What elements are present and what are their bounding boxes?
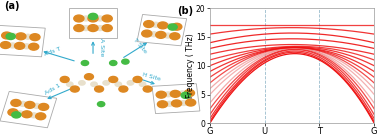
Circle shape <box>81 61 88 65</box>
Circle shape <box>127 81 134 85</box>
Circle shape <box>144 21 154 28</box>
Circle shape <box>60 76 69 82</box>
Circle shape <box>67 82 73 86</box>
Circle shape <box>9 43 16 48</box>
Circle shape <box>36 113 46 120</box>
Circle shape <box>103 81 109 85</box>
Circle shape <box>96 16 104 21</box>
Circle shape <box>88 13 98 19</box>
Y-axis label: Frequency ( THz): Frequency ( THz) <box>186 33 195 98</box>
Circle shape <box>33 103 40 108</box>
Circle shape <box>10 33 17 38</box>
Circle shape <box>102 15 112 22</box>
Circle shape <box>157 101 167 108</box>
Circle shape <box>139 82 146 86</box>
Circle shape <box>158 22 168 29</box>
Circle shape <box>142 30 152 37</box>
Circle shape <box>74 25 84 32</box>
Circle shape <box>85 74 93 80</box>
Circle shape <box>180 101 187 105</box>
Circle shape <box>96 26 104 31</box>
Circle shape <box>152 22 160 27</box>
Circle shape <box>102 25 112 32</box>
Circle shape <box>119 86 128 92</box>
Circle shape <box>0 42 11 48</box>
Circle shape <box>22 111 32 118</box>
Circle shape <box>150 32 157 37</box>
Circle shape <box>25 102 35 108</box>
Circle shape <box>82 16 90 21</box>
Circle shape <box>166 101 173 106</box>
Circle shape <box>39 103 49 110</box>
Circle shape <box>79 81 85 85</box>
Circle shape <box>184 90 195 96</box>
Circle shape <box>16 33 26 40</box>
Circle shape <box>88 15 98 22</box>
Circle shape <box>133 76 142 82</box>
Circle shape <box>74 15 84 22</box>
Text: Ads T: Ads T <box>43 47 62 57</box>
Circle shape <box>6 33 15 39</box>
Circle shape <box>23 44 30 49</box>
Circle shape <box>88 25 98 32</box>
Circle shape <box>156 91 166 98</box>
Text: (a): (a) <box>4 1 20 11</box>
Circle shape <box>165 92 172 97</box>
Polygon shape <box>0 91 57 128</box>
Circle shape <box>143 86 152 92</box>
Polygon shape <box>152 84 200 114</box>
Circle shape <box>172 100 181 107</box>
Circle shape <box>156 32 166 38</box>
Circle shape <box>24 34 31 39</box>
Text: H Site: H Site <box>142 72 161 82</box>
Circle shape <box>82 26 90 31</box>
Circle shape <box>168 24 177 30</box>
Circle shape <box>166 24 174 28</box>
Text: A Site: A Site <box>99 38 104 56</box>
Circle shape <box>14 42 25 49</box>
Text: (b): (b) <box>177 6 193 16</box>
Circle shape <box>172 23 182 30</box>
Circle shape <box>30 34 40 41</box>
Circle shape <box>12 112 21 118</box>
Polygon shape <box>137 15 187 46</box>
Text: T Site: T Site <box>132 37 147 54</box>
Circle shape <box>186 99 196 106</box>
Circle shape <box>70 86 79 92</box>
Circle shape <box>8 109 18 116</box>
Circle shape <box>16 111 23 116</box>
Circle shape <box>98 102 105 107</box>
Polygon shape <box>69 8 117 38</box>
Circle shape <box>164 33 172 38</box>
Circle shape <box>179 91 186 96</box>
Circle shape <box>2 32 12 39</box>
Circle shape <box>109 76 118 82</box>
Circle shape <box>11 99 21 106</box>
Polygon shape <box>0 25 45 57</box>
Circle shape <box>30 113 37 118</box>
Circle shape <box>122 59 129 64</box>
Circle shape <box>170 33 180 40</box>
Circle shape <box>170 90 180 97</box>
Circle shape <box>29 43 39 50</box>
Circle shape <box>94 86 104 92</box>
Circle shape <box>181 92 190 98</box>
Circle shape <box>115 82 122 86</box>
Circle shape <box>19 101 26 106</box>
Circle shape <box>110 61 117 65</box>
Circle shape <box>91 82 97 86</box>
Text: Ads 1: Ads 1 <box>44 83 61 95</box>
